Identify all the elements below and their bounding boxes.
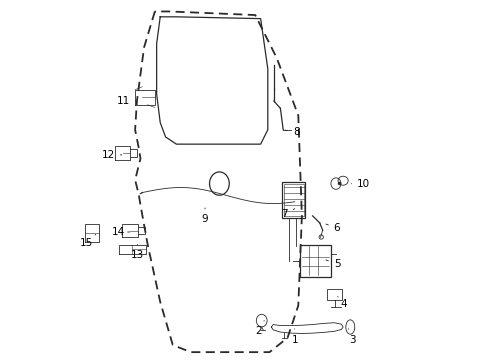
- Text: 11: 11: [117, 96, 136, 106]
- Text: 14: 14: [111, 227, 129, 237]
- Text: 7: 7: [281, 209, 294, 219]
- Text: 5: 5: [325, 259, 340, 269]
- Bar: [326, 289, 341, 300]
- Text: 3: 3: [348, 329, 355, 345]
- Bar: [282, 182, 305, 218]
- Text: 9: 9: [202, 208, 208, 224]
- Text: 2: 2: [255, 320, 264, 336]
- Text: 6: 6: [325, 224, 340, 233]
- Text: 10: 10: [350, 179, 369, 189]
- Text: 1: 1: [291, 329, 297, 345]
- Text: 13: 13: [131, 244, 144, 260]
- Bar: [300, 244, 330, 277]
- Text: 15: 15: [79, 234, 96, 248]
- Text: 4: 4: [337, 297, 347, 309]
- Bar: [284, 184, 303, 216]
- Text: 12: 12: [102, 150, 122, 160]
- Text: 8: 8: [285, 127, 299, 136]
